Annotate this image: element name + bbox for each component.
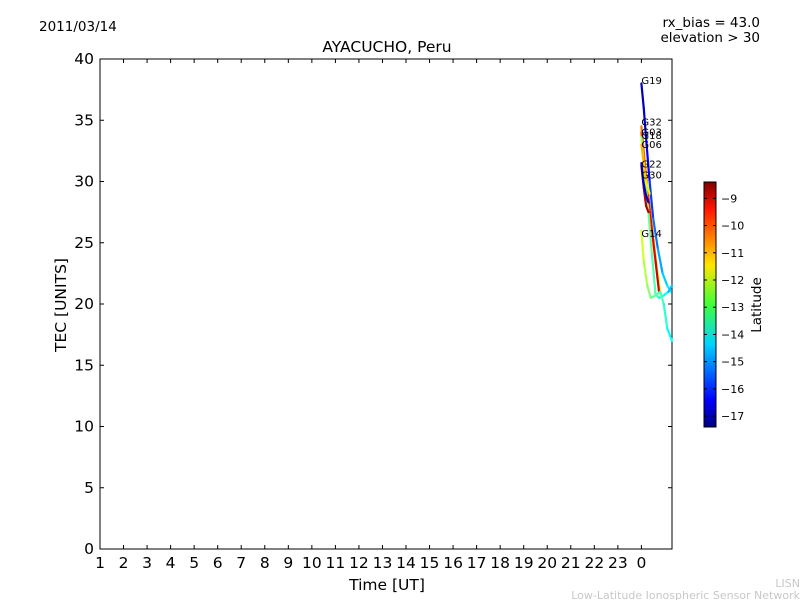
series-label-g22: G22 [641,159,661,170]
y-tick-label: 15 [74,356,94,374]
series-segment [647,198,654,232]
series-segment [667,284,674,293]
x-axis-label: Time [UT] [348,576,425,594]
y-tick-label: 30 [74,173,94,191]
x-tick-label: 19 [514,554,534,572]
series-segment [642,180,647,195]
x-tick-label: 17 [467,554,487,572]
y-tick-label: 10 [74,418,94,436]
series-g06: G06 [640,140,662,195]
colorbar-tick-label: −9 [721,192,737,205]
series-segment [661,272,669,287]
colorbar-tick-label: −10 [721,220,744,233]
series-g19: G19 [640,76,672,293]
series-segment [646,284,652,299]
rx-bias-label: rx_bias = 43.0 [662,15,760,31]
series-segment [647,211,654,257]
x-tick-label: 21 [561,554,581,572]
elevation-label: elevation > 30 [660,30,760,46]
colorbar-tick-label: −12 [721,274,744,287]
series-segment [640,143,645,165]
x-tick-label: 9 [283,554,293,572]
x-tick-label: 20 [537,554,557,572]
series-label-g32: G32 [641,118,661,129]
y-tick-label: 35 [74,111,94,129]
y-tick-label: 20 [74,295,94,313]
colorbar-tick-label: −11 [721,247,744,260]
colorbar: Latitude −9 −10 −11 −12 −13 −14 −15 −16 −17 [703,181,765,428]
x-tick-label: 8 [260,554,270,572]
series-g30: G30 [640,162,662,204]
colorbar-tick-label: −17 [721,410,744,423]
series-segment [640,82,645,110]
chart-title: AYACUCHO, Peru [322,38,451,56]
colorbar-tick-label: −16 [721,383,744,396]
x-tick-label: 16 [443,554,463,572]
series-segment [644,192,650,204]
y-tick-label: 5 [84,479,94,497]
series-segment [640,162,645,183]
x-tick-label: 23 [608,554,628,572]
series-segment [650,253,657,296]
series-label-g18: G18 [641,131,661,142]
x-tick-label: 0 [636,554,646,572]
x-tick-label: 18 [490,554,510,572]
x-tick-label: 13 [373,554,393,572]
series-segment [640,229,645,263]
series-segment [645,204,650,214]
series-segment [645,180,651,195]
series-label-g03: G03 [641,128,661,139]
series-segment [656,247,664,275]
colorbar-tick-label: −13 [721,301,744,314]
series-label-g30: G30 [641,170,661,181]
x-tick-label: 12 [349,554,369,572]
series-segment [654,260,661,293]
y-tick-label: 0 [84,540,94,558]
series-label-g06: G06 [641,140,661,151]
x-tick-label: 5 [189,554,199,572]
x-tick-label: 11 [326,554,346,572]
x-tick-label: 4 [166,554,176,572]
x-tick-label: 22 [584,554,604,572]
series-segment [666,327,674,342]
series-segment [642,106,648,140]
y-axis-label: TEC [UNITS] [52,258,70,353]
series-segment [642,162,648,183]
colorbar-tick-label: −14 [721,328,744,341]
series-segment [650,229,657,263]
footer-lisn: LISN [775,577,800,590]
x-tick-label: 14 [396,554,416,572]
x-tick-label: 1 [95,554,105,572]
footer-network: Low-Latitude Ionospheric Sensor Network [571,589,800,600]
series-segment [648,180,655,220]
x-tick-label: 3 [142,554,152,572]
series-segment [642,260,649,287]
y-tick-label: 25 [74,234,94,252]
series-label-g14: G14 [641,229,661,240]
colorbar-tick-label: −15 [721,356,744,369]
x-tick-label: 10 [302,554,322,572]
series-g14: G14 [640,229,674,342]
x-tick-label: 2 [119,554,129,572]
series-segment [662,302,669,330]
y-tick-label: 40 [74,50,94,68]
series-label-g19: G19 [641,76,661,87]
x-tick-label: 15 [420,554,440,572]
date-label: 2011/03/14 [39,19,117,35]
series-segment [645,137,651,183]
plot-frame [99,58,673,550]
series-segment [652,217,659,250]
x-tick-label: 7 [236,554,246,572]
x-tick-label: 6 [213,554,223,572]
colorbar-label: Latitude [749,277,765,333]
series-segment [659,290,665,306]
colorbar-gradient [703,181,717,428]
